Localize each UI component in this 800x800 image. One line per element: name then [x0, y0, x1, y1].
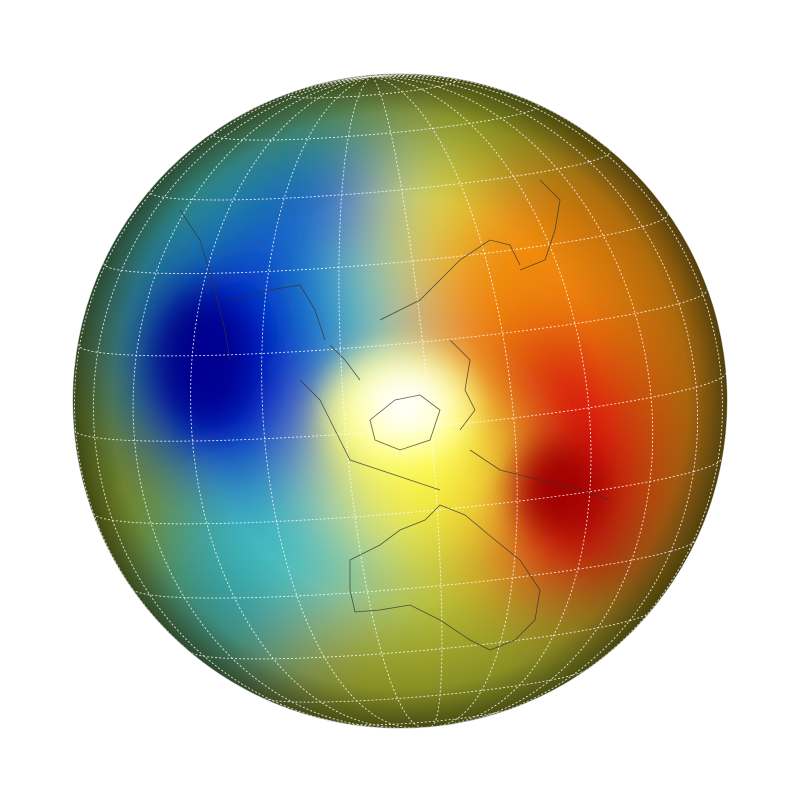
graticule-line	[371, 75, 699, 716]
graticule-line	[92, 458, 723, 525]
coastline	[179, 209, 231, 361]
graticule-line	[77, 288, 708, 357]
graticule	[73, 74, 727, 728]
graticule-line	[371, 74, 447, 78]
graticule-line	[212, 103, 539, 141]
coastline	[349, 504, 541, 651]
coastline	[519, 179, 561, 271]
graticule-line	[338, 76, 423, 728]
coastline	[369, 394, 441, 451]
surface	[73, 74, 727, 728]
graticule-line	[287, 77, 458, 99]
coastline	[379, 239, 521, 321]
highlight	[310, 330, 490, 470]
graticule-line	[371, 76, 654, 723]
graticule-line	[371, 74, 606, 147]
graticule-line	[74, 76, 372, 649]
graticule-line	[149, 149, 611, 201]
graticule-line	[132, 539, 697, 599]
coastline	[299, 379, 441, 491]
graticule-line	[73, 372, 727, 442]
coastlines	[179, 179, 611, 651]
coastline	[229, 284, 326, 341]
graticule-line	[371, 76, 443, 727]
graticule-line	[263, 669, 586, 703]
graticule-line	[261, 76, 415, 728]
graticule-line	[371, 76, 592, 724]
graticule-line	[371, 76, 518, 726]
globe-edge	[72, 73, 728, 729]
graticule-line	[371, 74, 376, 77]
coastline	[449, 339, 476, 431]
graticule-line	[92, 76, 372, 724]
graticule-line	[103, 213, 669, 275]
graticule-line	[191, 612, 650, 660]
graticule-line	[132, 76, 382, 728]
graticule-line	[371, 75, 723, 678]
coastline	[469, 449, 611, 501]
graticule-line	[190, 76, 400, 728]
coastline	[329, 344, 361, 381]
graticule-line	[233, 76, 372, 120]
graticule-line	[320, 76, 372, 85]
